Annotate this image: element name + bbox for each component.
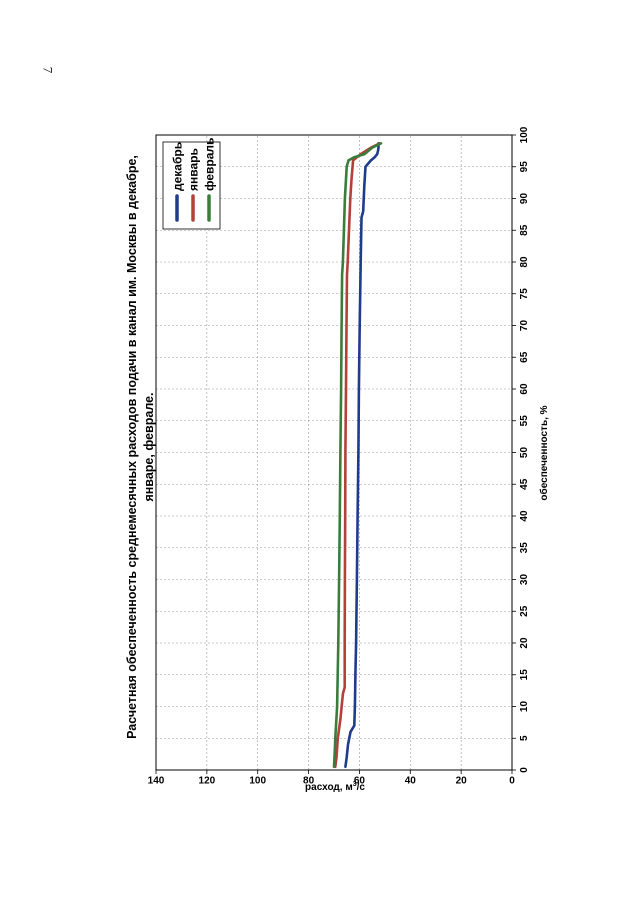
x-tick-label: 90: [519, 193, 530, 205]
x-tick-label: 30: [519, 574, 530, 586]
x-tick-label: 0: [519, 767, 530, 773]
y-tick-label: 20: [456, 776, 468, 787]
y-axis-title-sup: 3: [353, 781, 357, 788]
x-tick-label: 60: [519, 383, 530, 395]
y-tick-label: 80: [303, 776, 315, 787]
x-tick-label: 40: [519, 510, 530, 522]
x-tick-label: 70: [519, 320, 530, 332]
y-axis-title-prefix: расход, м: [305, 782, 353, 793]
x-tick-label: 35: [519, 542, 530, 554]
y-tick-label-group: 80: [303, 776, 315, 787]
x-tick-label: 25: [519, 605, 530, 617]
y-tick-label: 120: [199, 776, 216, 787]
y-tick-label: 0: [509, 776, 515, 787]
legend: декабрь январь февраль: [162, 138, 221, 230]
x-tick-labels: 0 5 10 15 20 25 30 35 40 45 50 55 60 65 70 75 80 85 90 95 10…: [512, 126, 530, 773]
y-axis-title: расход, м3/с: [305, 781, 365, 793]
series-lines: [332, 141, 383, 769]
y-tick-label: 100: [249, 776, 266, 787]
x-tick-label: 100: [519, 126, 530, 143]
legend-label-февраль: февраль: [203, 138, 217, 191]
grid: [156, 135, 512, 770]
x-tick-label: 65: [519, 351, 530, 363]
legend-label-январь: январь: [187, 148, 201, 191]
y-tick-label-group: 100: [249, 776, 266, 787]
series-line-январь: [333, 141, 382, 769]
x-tick-label: 55: [519, 415, 530, 427]
y-axis-title-suffix: /с: [357, 782, 366, 793]
y-tick-label: 40: [405, 776, 417, 787]
y-tick-label-group: 40: [405, 776, 417, 787]
legend-label-декабрь: декабрь: [171, 142, 185, 191]
series-line-февраль: [332, 141, 383, 769]
chart-title: Расчетная обеспеченность среднемесячных …: [125, 155, 156, 739]
x-tick-label: 80: [519, 256, 530, 268]
x-tick-label: 95: [519, 161, 530, 173]
chart-title-line-1: Расчетная обеспеченность среднемесячных …: [125, 155, 139, 739]
x-tick-label: 10: [519, 701, 530, 713]
y-tick-label-group: 0: [509, 776, 515, 787]
x-tick-label: 45: [519, 478, 530, 490]
x-tick-label: 50: [519, 447, 530, 459]
y-tick-label-group: 140: [148, 776, 165, 787]
x-tick-label: 5: [519, 735, 530, 741]
y-tick-labels: 0 20 40 60 80 100 120 140: [148, 770, 515, 787]
y-tick-label-group: 20: [456, 776, 468, 787]
x-tick-label: 20: [519, 637, 530, 649]
x-tick-label: 85: [519, 224, 530, 236]
chart-title-line-2: январе, феврале.: [142, 392, 156, 501]
series-line-декабрь: [344, 141, 380, 769]
x-tick-label: 15: [519, 669, 530, 681]
y-tick-label-group: 120: [199, 776, 216, 787]
y-tick-label-group: 60: [354, 776, 366, 787]
y-tick-label: 140: [148, 776, 165, 787]
y-tick-label: 60: [354, 776, 366, 787]
x-tick-label: 75: [519, 288, 530, 300]
x-axis-title: обеспеченность, %: [538, 405, 550, 500]
